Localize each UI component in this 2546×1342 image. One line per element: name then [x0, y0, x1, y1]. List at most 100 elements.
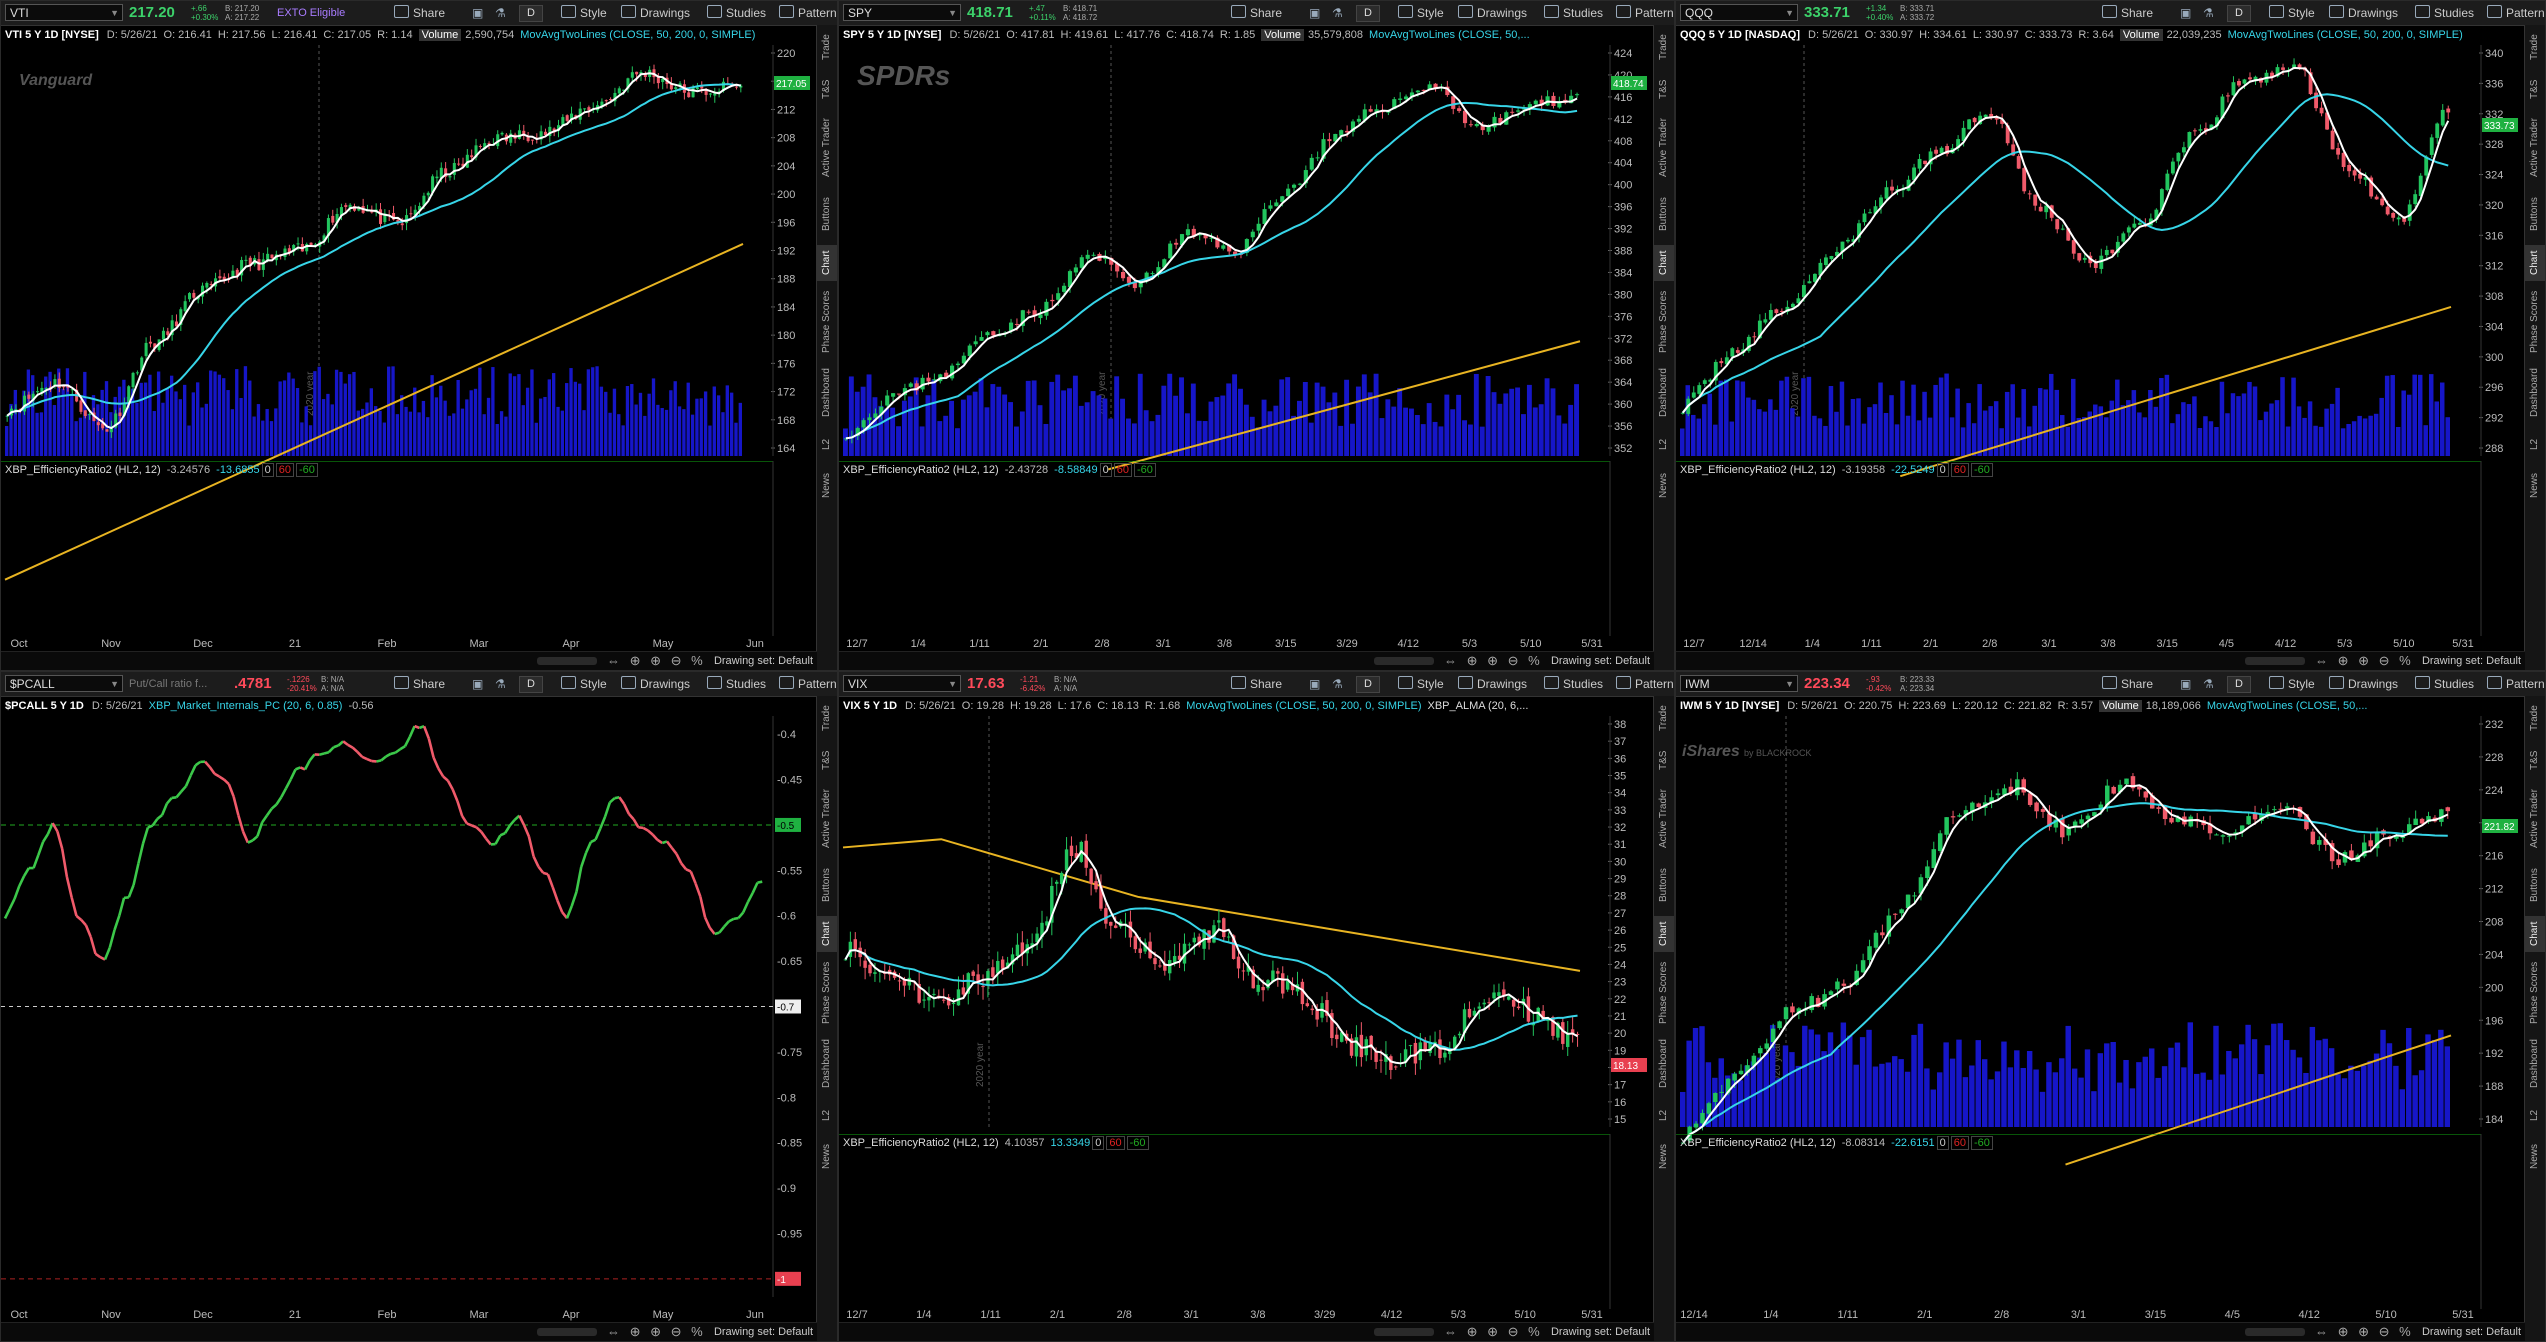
symbol-input[interactable]: QQQ ▼	[1680, 4, 1798, 21]
side-tab-t-s[interactable]: T&S	[2529, 79, 2540, 99]
side-tab-news[interactable]: News	[2529, 472, 2540, 498]
chart-panel-vti[interactable]: VTI ▼ 217.20 +.66 +0.30% B: 217.20 A: 217.22 EX…	[0, 0, 838, 671]
chevron-down-icon[interactable]: ▼	[110, 8, 119, 18]
style-button[interactable]: Style	[561, 672, 607, 696]
price-chart-svg[interactable]: 4244204164124084044003963923883843803763…	[839, 1, 1654, 670]
side-tab-dashboard[interactable]: Dashboard	[1658, 1039, 1669, 1089]
studies-button[interactable]: Studies	[2415, 1, 2474, 25]
symbol-input[interactable]: VIX ▼	[843, 675, 961, 692]
side-tab-dashboard[interactable]: Dashboard	[1658, 368, 1669, 418]
side-tab-chart[interactable]: Chart	[1654, 916, 1674, 952]
style-button[interactable]: Style	[2269, 1, 2315, 25]
style-button[interactable]: Style	[561, 1, 607, 25]
side-tab-dashboard[interactable]: Dashboard	[2529, 1039, 2540, 1089]
flask-icon[interactable]: ⚗	[2203, 6, 2214, 20]
side-tab-active-trader[interactable]: Active Trader	[821, 789, 832, 849]
style-button[interactable]: Style	[2269, 672, 2315, 696]
side-tab-news[interactable]: News	[2529, 1143, 2540, 1169]
side-tab-active-trader[interactable]: Active Trader	[1658, 789, 1669, 849]
study-label[interactable]: MovAvgTwoLines (CLOSE, 50, 200, 0, SIMPL…	[1186, 700, 1422, 712]
price-chart-svg[interactable]: 2202162122082042001961921881841801761721…	[1, 1, 817, 670]
side-tab-l2[interactable]: L2	[1658, 438, 1669, 450]
settings-icon[interactable]: ▣	[472, 677, 484, 691]
zoom-tools-icon[interactable]: ⇔ ⊕ ⊕ ⊖ %	[607, 653, 706, 668]
share-button[interactable]: Share	[2102, 672, 2153, 696]
side-tab-buttons[interactable]: Buttons	[1658, 197, 1669, 231]
side-tab-news[interactable]: News	[821, 1143, 832, 1169]
side-tab-l2[interactable]: L2	[821, 438, 832, 450]
settings-icon[interactable]: ▣	[1309, 677, 1321, 691]
studies-button[interactable]: Studies	[707, 1, 766, 25]
studies-button[interactable]: Studies	[2415, 672, 2474, 696]
side-tab-phase-scores[interactable]: Phase Scores	[2529, 961, 2540, 1025]
chart-panel-vix[interactable]: VIX ▼ 17.63 -1.21 -6.42% B: N/A A: N/A Share ▣ ⚗ D…	[838, 671, 1675, 1342]
chevron-down-icon[interactable]: ▼	[948, 8, 957, 18]
side-tab-t-s[interactable]: T&S	[2529, 750, 2540, 770]
drawing-set-label[interactable]: Drawing set: Default	[713, 1326, 813, 1338]
side-tab-buttons[interactable]: Buttons	[2529, 868, 2540, 902]
symbol-input[interactable]: $PCALL ▼	[5, 675, 123, 692]
study-label[interactable]: XBP_Market_Internals_PC (20, 6, 0.85)	[148, 700, 343, 712]
side-tab-dashboard[interactable]: Dashboard	[821, 1039, 832, 1089]
zoom-tools-icon[interactable]: ⇔ ⊕ ⊕ ⊖ %	[1444, 653, 1543, 668]
drawings-button[interactable]: Drawings	[2329, 1, 2398, 25]
style-button[interactable]: Style	[1398, 1, 1444, 25]
drawing-set-label[interactable]: Drawing set: Default	[2421, 655, 2521, 667]
style-button[interactable]: Style	[1398, 672, 1444, 696]
side-tab-buttons[interactable]: Buttons	[2529, 197, 2540, 231]
time-scrollbar[interactable]	[1374, 1328, 1434, 1336]
side-tab-active-trader[interactable]: Active Trader	[2529, 118, 2540, 178]
side-tab-l2[interactable]: L2	[1658, 1109, 1669, 1121]
side-tab-buttons[interactable]: Buttons	[821, 868, 832, 902]
symbol-input[interactable]: IWM ▼	[1680, 675, 1798, 692]
side-tab-trade[interactable]: Trade	[2529, 705, 2540, 731]
side-tab-phase-scores[interactable]: Phase Scores	[821, 290, 832, 354]
symbol-input[interactable]: VTI ▼	[5, 4, 123, 21]
side-tab-chart[interactable]: Chart	[817, 916, 837, 952]
patterns-button[interactable]: Patterns	[1616, 1, 1674, 25]
drawings-button[interactable]: Drawings	[621, 672, 690, 696]
side-tab-news[interactable]: News	[1658, 472, 1669, 498]
drawing-set-label[interactable]: Drawing set: Default	[1550, 1326, 1650, 1338]
flask-icon[interactable]: ⚗	[495, 6, 506, 20]
side-tab-l2[interactable]: L2	[2529, 438, 2540, 450]
share-button[interactable]: Share	[394, 1, 445, 25]
time-scrollbar[interactable]	[537, 1328, 597, 1336]
side-tab-active-trader[interactable]: Active Trader	[2529, 789, 2540, 849]
side-tab-trade[interactable]: Trade	[2529, 34, 2540, 60]
zoom-tools-icon[interactable]: ⇔ ⊕ ⊕ ⊖ %	[1444, 1324, 1543, 1339]
drawings-button[interactable]: Drawings	[1458, 1, 1527, 25]
patterns-button[interactable]: Patterns	[779, 1, 837, 25]
side-tab-chart[interactable]: Chart	[1654, 245, 1674, 281]
side-tab-l2[interactable]: L2	[2529, 1109, 2540, 1121]
side-tab-phase-scores[interactable]: Phase Scores	[821, 961, 832, 1025]
share-button[interactable]: Share	[2102, 1, 2153, 25]
side-tab-active-trader[interactable]: Active Trader	[1658, 118, 1669, 178]
patterns-button[interactable]: Patterns	[2487, 672, 2545, 696]
price-chart-svg[interactable]: 3837363534333231302928272625242322212019…	[839, 672, 1654, 1341]
share-button[interactable]: Share	[394, 672, 445, 696]
side-tab-t-s[interactable]: T&S	[1658, 750, 1669, 770]
period-selector[interactable]: D	[1356, 5, 1380, 22]
side-tab-trade[interactable]: Trade	[821, 34, 832, 60]
side-tab-t-s[interactable]: T&S	[821, 750, 832, 770]
chevron-down-icon[interactable]: ▼	[1785, 8, 1794, 18]
zoom-tools-icon[interactable]: ⇔ ⊕ ⊕ ⊖ %	[607, 1324, 706, 1339]
side-tab-t-s[interactable]: T&S	[821, 79, 832, 99]
studies-button[interactable]: Studies	[1544, 672, 1603, 696]
drawing-set-label[interactable]: Drawing set: Default	[1550, 655, 1650, 667]
chart-panel-qqq[interactable]: QQQ ▼ 333.71 +1.34 +0.40% B: 333.71 A: 333.72 S…	[1675, 0, 2546, 671]
symbol-input[interactable]: SPY ▼	[843, 4, 961, 21]
time-scrollbar[interactable]	[1374, 657, 1434, 665]
study-label[interactable]: MovAvgTwoLines (CLOSE, 50,...	[1369, 29, 1530, 41]
flask-icon[interactable]: ⚗	[495, 677, 506, 691]
side-tab-phase-scores[interactable]: Phase Scores	[2529, 290, 2540, 354]
side-tab-phase-scores[interactable]: Phase Scores	[1658, 961, 1669, 1025]
zoom-tools-icon[interactable]: ⇔ ⊕ ⊕ ⊖ %	[2315, 1324, 2414, 1339]
side-tab-news[interactable]: News	[821, 472, 832, 498]
flask-icon[interactable]: ⚗	[1332, 677, 1343, 691]
settings-icon[interactable]: ▣	[1309, 6, 1321, 20]
period-selector[interactable]: D	[519, 676, 543, 693]
period-selector[interactable]: D	[2227, 676, 2251, 693]
settings-icon[interactable]: ▣	[2180, 6, 2192, 20]
